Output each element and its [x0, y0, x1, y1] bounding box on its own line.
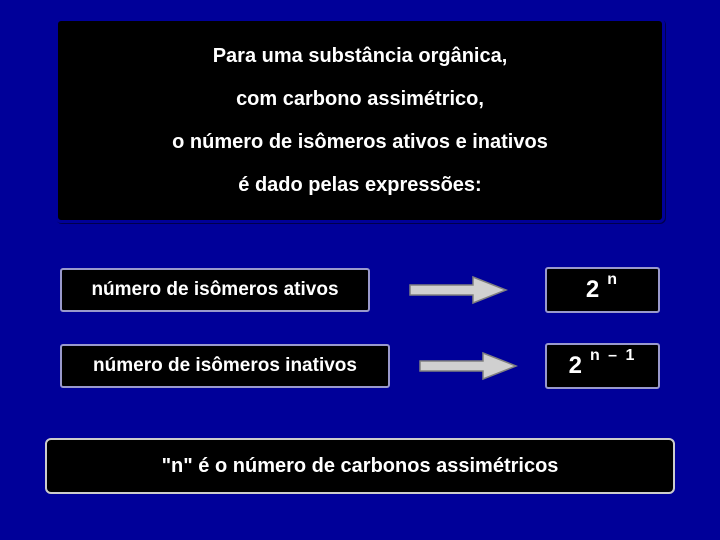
formula-base-1: 2 — [586, 276, 599, 304]
header-line-3: o número de isômeros ativos e inativos — [78, 129, 642, 155]
header-box: Para uma substância orgânica, com carbon… — [55, 18, 665, 223]
arrow-right-icon — [408, 275, 508, 305]
row-inactive-isomers: número de isômeros inativos 2 n – 1 — [60, 342, 660, 390]
formula-exp-2: n – 1 — [590, 347, 636, 365]
formula-base-2: 2 — [569, 352, 582, 380]
header-line-2: com carbono assimétrico, — [78, 86, 642, 112]
header-line-4: é dado pelas expressões: — [78, 172, 642, 198]
footer-text: "n" é o número de carbonos assimétricos — [162, 455, 559, 478]
formula-active: 2 n — [545, 267, 660, 313]
arrow-wrap-1 — [370, 275, 545, 305]
footer-box: "n" é o número de carbonos assimétricos — [45, 438, 675, 494]
arrow-wrap-2 — [390, 351, 545, 381]
row-active-isomers: número de isômeros ativos 2 n — [60, 266, 660, 314]
arrow-right-icon — [418, 351, 518, 381]
formula-inactive: 2 n – 1 — [545, 343, 660, 389]
label-active-isomers: número de isômeros ativos — [60, 268, 370, 312]
header-line-1: Para uma substância orgânica, — [78, 43, 642, 69]
label-inactive-isomers: número de isômeros inativos — [60, 344, 390, 388]
formula-exp-1: n — [607, 271, 619, 289]
